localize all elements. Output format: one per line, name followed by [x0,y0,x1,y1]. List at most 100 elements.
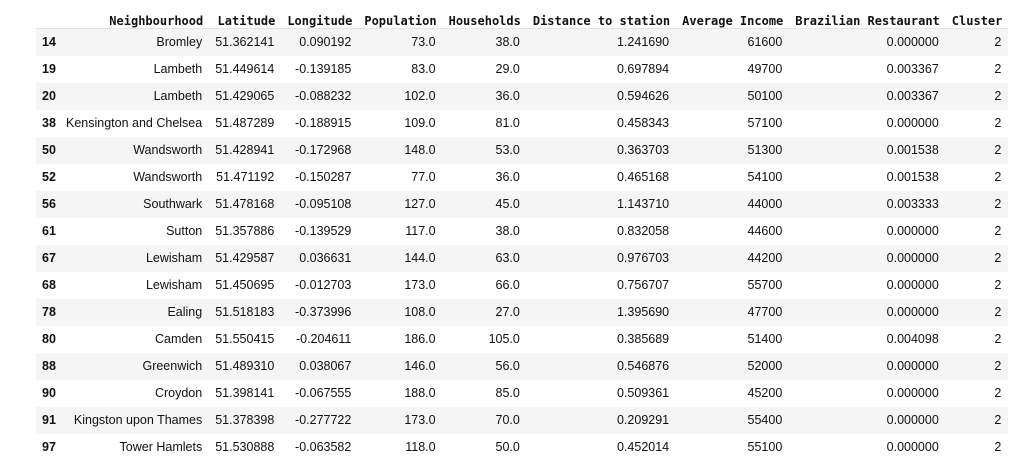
table-cell: 0.038067 [299,359,352,373]
table-cell: 27.0 [495,305,520,319]
table-row: 97 Tower Hamlets 51.530888 -0.063582 118.0 50… [36,433,1009,461]
table-cell: 0.000000 [886,116,939,130]
row-index: 88 [42,359,56,373]
table-cell: 2 [994,413,1002,427]
table-row: 80 Camden 51.550415 -0.204611 186.0 105.0 0.38… [36,325,1009,353]
row-index: 38 [42,116,56,130]
table-cell: 1.241690 [616,35,670,50]
table-cell: 51.489310 [215,359,275,373]
table-cell: Lambeth [153,62,203,76]
table-cell: -0.188915 [295,116,352,130]
table-cell: 0.832058 [616,224,670,238]
table-row: 38 Kensington and Chelsea 51.487289 -0.1889… [36,109,1009,137]
table-cell: 0.209291 [616,413,670,427]
table-cell: 38.0 [495,224,520,238]
table-row: 14 Bromley 51.362141 0.090192 73.0 38.0 1.2416… [36,28,1009,56]
table-cell: 146.0 [404,359,436,373]
table-cell: 0.458343 [616,116,670,130]
table-cell: -0.067555 [295,386,352,400]
table-cell: Camden [154,332,203,346]
table-row: 56 Southwark 51.478168 -0.095108 127.0 45.0 1.… [36,190,1009,218]
table-cell: 52000 [747,359,783,373]
table-cell: 51.398141 [215,386,275,400]
table-cell: 51.429065 [215,89,275,103]
table-cell: 105.0 [488,332,520,346]
table-cell: 51.450695 [215,278,275,292]
table-row: 78 Ealing 51.518183 -0.373996 108.0 27.0 1.395… [36,298,1009,326]
table-row: 68 Lewisham 51.450695 -0.012703 173.0 66.0 0.7… [36,271,1009,299]
table-cell: 0.363703 [616,143,670,157]
table-cell: 38.0 [495,35,520,50]
table-cell: 2 [994,251,1002,265]
table-cell: 102.0 [404,89,436,103]
header-row: Neighbourhood Latitude Longitude Population… [36,2,1009,29]
table-cell: 73.0 [411,35,436,50]
table-cell: 2 [994,35,1002,50]
table-cell: 51.487289 [215,116,275,130]
table-cell: 81.0 [495,116,520,130]
table-cell: 44200 [747,251,783,265]
table-cell: 36.0 [495,89,520,103]
table-cell: 45200 [747,386,783,400]
table-cell: 49700 [747,62,783,76]
table-cell: 51300 [747,143,783,157]
table-cell: 61600 [747,35,783,50]
row-index: 50 [42,143,56,157]
table-cell: 51.550415 [215,332,275,346]
table-row: 20 Lambeth 51.429065 -0.088232 102.0 36.0 0.59… [36,82,1009,110]
table-cell: 127.0 [404,197,436,211]
table-cell: Kingston upon Thames [73,413,203,427]
table-cell: 83.0 [411,62,436,76]
table-cell: Lambeth [153,89,203,103]
table-cell: 118.0 [405,440,436,454]
table-cell: 173.0 [404,278,436,292]
table-cell: 144.0 [404,251,436,265]
table-cell: 2 [994,62,1002,76]
table-cell: 2 [994,89,1002,103]
table-cell: 173.0 [404,413,436,427]
table-cell: 50.0 [495,440,520,454]
table-cell: 0.090192 [299,35,352,50]
table-cell: -0.150287 [295,170,352,184]
row-index: 91 [42,413,56,427]
row-index: 80 [42,332,56,346]
table-cell: 51.471192 [216,170,275,184]
row-index: 20 [42,89,56,103]
table-cell: 55100 [747,440,783,454]
table-cell: 2 [994,278,1002,292]
row-index: 78 [42,305,56,319]
table-cell: 51400 [747,332,783,346]
table-cell: 0.000000 [886,413,939,427]
table-cell: 0.000000 [886,440,939,454]
table-cell: 85.0 [495,386,520,400]
column-header: Cluster [945,2,1009,29]
table-cell: 56.0 [495,359,520,373]
table-cell: 29.0 [495,62,520,76]
table-row: 91 Kingston upon Thames 51.378398 -0.277722… [36,406,1009,434]
table-row: 90 Croydon 51.398141 -0.067555 188.0 85.0 0.50… [36,379,1009,407]
table-cell: Sutton [166,224,203,238]
table-cell: Lewisham [145,278,203,292]
column-header: Distance to station [526,2,677,29]
row-index: 61 [42,224,56,238]
table-row: 19 Lambeth 51.449614 -0.139185 83.0 29.0 0.697… [36,55,1009,83]
table-cell: -0.204611 [295,332,352,346]
row-index: 52 [42,170,56,184]
table-cell: 109.0 [404,116,436,130]
table-cell: 0.003367 [886,62,939,76]
table-cell: 51.378398 [215,413,275,427]
table-cell: 2 [994,197,1002,211]
table-cell: 186.0 [404,332,436,346]
table-cell: -0.139185 [295,62,352,76]
table-cell: 0.385689 [616,332,670,346]
column-header: Brazilian Restaurant [789,2,946,29]
table-cell: -0.139529 [295,224,352,238]
table-cell: Tower Hamlets [119,440,203,454]
table-cell: 2 [994,305,1002,319]
table-cell: 36.0 [495,170,520,184]
row-index: 19 [42,62,56,76]
table-cell: 63.0 [495,251,520,265]
table-cell: 0.004098 [886,332,939,346]
table-cell: -0.088232 [295,89,352,103]
table-row: 52 Wandsworth 51.471192 -0.150287 77.0 36.0 0.… [36,163,1009,191]
